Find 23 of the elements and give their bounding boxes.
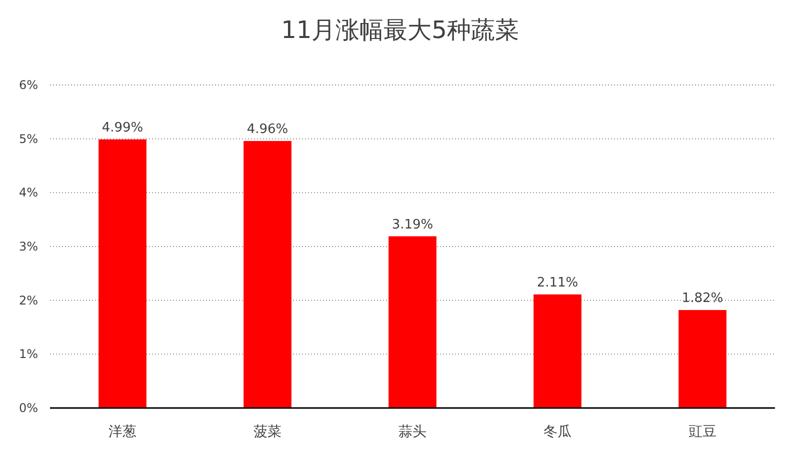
x-tick-label: 洋葱 (108, 424, 136, 440)
x-tick-label: 冬瓜 (544, 424, 572, 440)
bar (98, 139, 146, 408)
y-tick-label: 6% (18, 78, 38, 92)
data-label: 4.99% (102, 120, 144, 136)
data-label: 1.82% (682, 291, 724, 306)
bar (678, 310, 726, 408)
chart-title: 11月涨幅最大5种蔬菜 (281, 16, 519, 44)
y-tick-label: 3% (18, 240, 38, 254)
data-label: 3.19% (392, 217, 434, 232)
y-tick-label: 4% (18, 186, 38, 200)
y-tick-label: 5% (18, 132, 38, 146)
y-tick-label: 1% (18, 347, 38, 362)
y-tick-label: 0% (18, 401, 38, 415)
bar (244, 140, 292, 408)
data-label: 4.96% (246, 122, 288, 137)
x-tick-label: 蒜头 (398, 424, 426, 440)
bar (388, 236, 436, 408)
data-label: 2.11% (536, 275, 578, 290)
y-tick-label: 2% (18, 293, 38, 308)
bar (534, 294, 582, 408)
x-tick-label: 菠菜 (254, 424, 282, 440)
x-tick-label: 豇豆 (688, 424, 716, 440)
